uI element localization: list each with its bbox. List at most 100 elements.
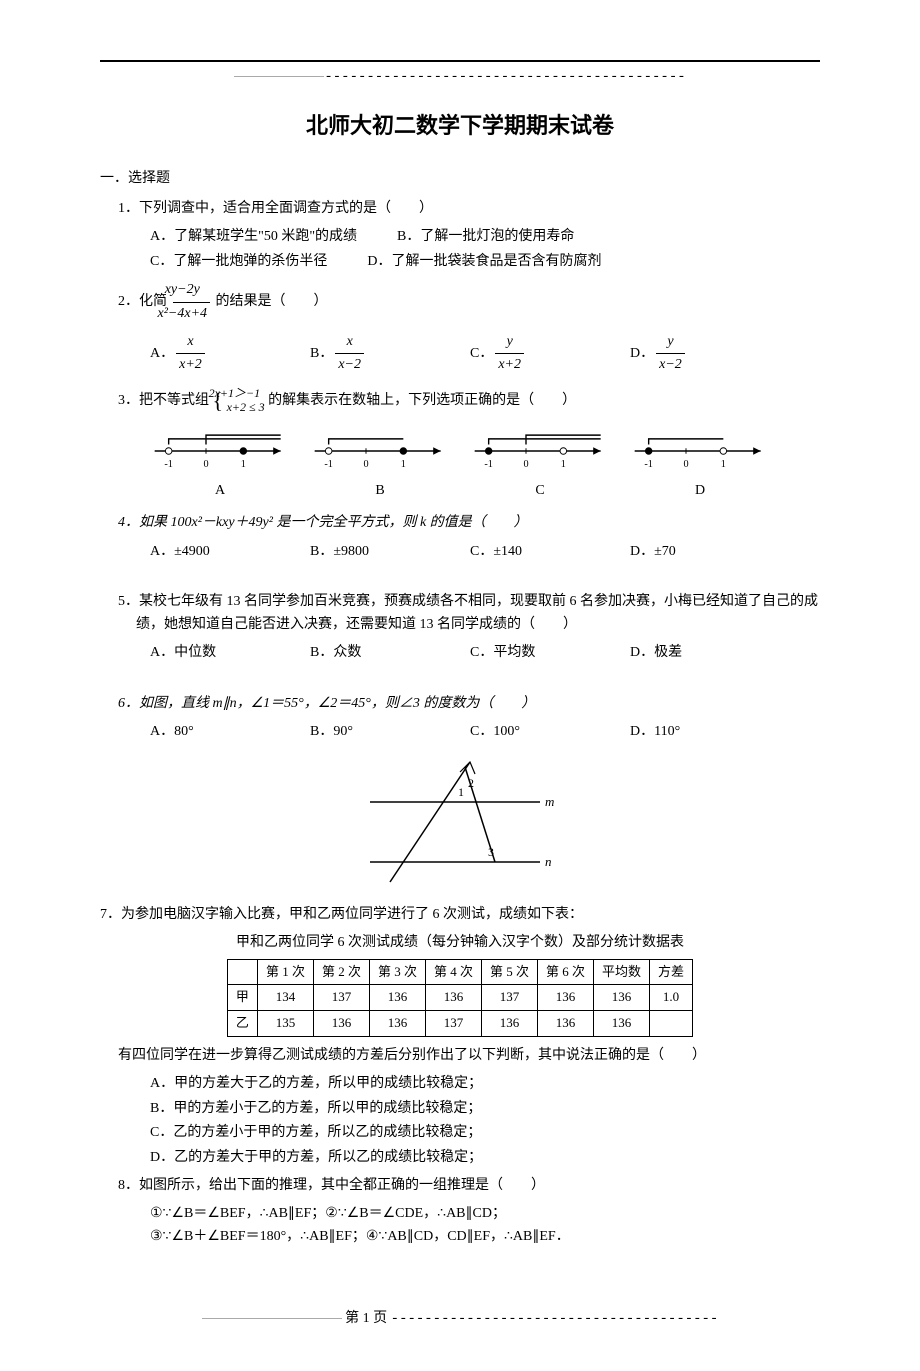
q7-opt-a: A．甲的方差大于乙的方差，所以甲的成绩比较稳定； xyxy=(150,1073,820,1095)
q6-angle2: 2 xyxy=(468,776,474,790)
q6-angle1: 1 xyxy=(458,785,464,799)
svg-text:0: 0 xyxy=(683,459,688,470)
q4-opt-b: B．±9800 xyxy=(310,541,430,563)
q5-options: A．中位数 B．众数 C．平均数 D．极差 xyxy=(150,642,820,664)
q6-stem: 6．如图，直线 m∥n，∠1＝55°，∠2＝45°，则∠3 的度数为（ ） xyxy=(118,693,820,715)
q7-opt-b: B．甲的方差小于乙的方差，所以甲的成绩比较稳定； xyxy=(150,1098,820,1120)
q8-stem: 8．如图所示，给出下面的推理，其中全都正确的一组推理是（ ） xyxy=(118,1175,820,1197)
q5-opt-c: C．平均数 xyxy=(470,642,590,664)
svg-text:-1: -1 xyxy=(164,459,173,470)
q3-label-b: B xyxy=(310,480,450,502)
svg-text:0: 0 xyxy=(523,459,528,470)
table-header xyxy=(227,959,257,985)
q2-opt-a: A．xx+2 xyxy=(150,331,270,377)
q7-stem: 7．为参加电脑汉字输入比赛，甲和乙两位同学进行了 6 次测试，成绩如下表： xyxy=(100,904,820,926)
q2-main-frac: xy−2y x²−4x+4 xyxy=(173,279,211,325)
q3-labels: A B C D xyxy=(140,480,780,502)
footer-dashes: --------------------------------------- xyxy=(391,1311,719,1327)
table-header: 第 2 次 xyxy=(313,959,369,985)
table-header: 第 1 次 xyxy=(257,959,313,985)
q3-stem: 3．把不等式组 { 2x+1＞−1 x+2 ≤ 3 的解集表示在数轴上，下列选项… xyxy=(118,383,820,418)
q1-stem: 1．下列调查中，适合用全面调查方式的是（ ） xyxy=(118,198,820,220)
q2-d-den: x−2 xyxy=(656,354,685,376)
q5-opt-b: B．众数 xyxy=(310,642,430,664)
q7-opt-d: D．乙的方差大于甲的方差，所以乙的成绩比较稳定； xyxy=(150,1147,820,1169)
q3-numberlines: -1 0 1 -1 0 1 -1 0 1 -1 0 1 xyxy=(140,426,780,476)
q2-a-num: x xyxy=(176,331,205,354)
q5-opt-d: D．极差 xyxy=(630,642,750,664)
table-header: 方差 xyxy=(650,959,693,985)
q8-line2: ③∵∠B＋∠BEF＝180°，∴AB∥EF；④∵AB∥CD，CD∥EF，∴AB∥… xyxy=(150,1226,820,1248)
q6-line-n: n xyxy=(545,854,552,869)
q1-opt-b: B．了解一批灯泡的使用寿命 xyxy=(397,226,574,248)
section-header: 一．选择题 xyxy=(100,168,820,190)
table-header: 第 3 次 xyxy=(369,959,425,985)
header-dashes: ----------------------------------------… xyxy=(324,69,685,85)
q6-figure: 1 2 3 m n xyxy=(340,752,580,892)
q3-label-c: C xyxy=(470,480,610,502)
table-row: 甲1341371361361371361361.0 xyxy=(227,985,692,1011)
q4-stem: 4．如果 100x²－kxy＋49y² 是一个完全平方式，则 k 的值是（ ） xyxy=(118,512,820,534)
q3-label-d: D xyxy=(630,480,770,502)
q2-stem: 2．化简 xy−2y x²−4x+4 的结果是（ ） xyxy=(118,279,820,325)
top-dashes-row: ----------------------------------------… xyxy=(100,66,820,88)
svg-text:1: 1 xyxy=(561,459,566,470)
q8-line1: ①∵∠B＝∠BEF，∴AB∥EF；②∵∠B＝∠CDE，∴AB∥CD； xyxy=(150,1203,820,1225)
q3-label-a: A xyxy=(150,480,290,502)
q2-c-num: y xyxy=(495,331,524,354)
q1-opt-a: A．了解某班学生"50 米跑"的成绩 xyxy=(150,226,357,248)
q2-a-den: x+2 xyxy=(176,354,205,376)
q3-post: 的解集表示在数轴上，下列选项正确的是（ ） xyxy=(268,393,576,408)
q2-d-num: y xyxy=(656,331,685,354)
table-header: 第 4 次 xyxy=(425,959,481,985)
q6-opt-c: C．100° xyxy=(470,721,590,743)
q3-system: 2x+1＞−1 x+2 ≤ 3 xyxy=(227,386,265,415)
svg-text:-1: -1 xyxy=(324,459,333,470)
svg-text:-1: -1 xyxy=(644,459,653,470)
q2-b-num: x xyxy=(335,331,364,354)
q1-options-2: C．了解一批炮弹的杀伤半径 D．了解一批袋装食品是否含有防腐剂 xyxy=(150,251,820,273)
top-rule xyxy=(100,60,820,62)
q2-d-pre: D． xyxy=(630,346,654,361)
svg-text:0: 0 xyxy=(363,459,368,470)
svg-text:0: 0 xyxy=(203,459,208,470)
page-footer: 第 1 页 ----------------------------------… xyxy=(100,1308,820,1330)
q4-opt-d: D．±70 xyxy=(630,541,750,563)
svg-text:-1: -1 xyxy=(484,459,493,470)
q4-stem-text: 4．如果 100x²－kxy＋49y² 是一个完全平方式，则 k 的值是（ ） xyxy=(118,515,528,530)
q2-options: A．xx+2 B．xx−2 C．yx+2 D．yx−2 xyxy=(150,331,820,377)
svg-text:1: 1 xyxy=(241,459,246,470)
q7-opt-c: C．乙的方差小于甲的方差，所以乙的成绩比较稳定； xyxy=(150,1122,820,1144)
q4-opt-a: A．±4900 xyxy=(150,541,270,563)
q6-opt-b: B．90° xyxy=(310,721,430,743)
q2-b-pre: B． xyxy=(310,346,333,361)
table-header: 第 6 次 xyxy=(538,959,594,985)
svg-text:1: 1 xyxy=(721,459,726,470)
q1-options: A．了解某班学生"50 米跑"的成绩 B．了解一批灯泡的使用寿命 xyxy=(150,226,820,248)
q5-stem: 5．某校七年级有 13 名同学参加百米竞赛，预赛成绩各不相同，现要取前 6 名参… xyxy=(118,591,820,636)
q2-b-den: x−2 xyxy=(335,354,364,376)
q2-num: xy−2y xyxy=(173,279,211,302)
footer-page: 第 1 页 xyxy=(345,1311,387,1326)
q2-c-den: x+2 xyxy=(495,354,524,376)
q1-opt-d: D．了解一批袋装食品是否含有防腐剂 xyxy=(367,251,601,273)
page-title: 北师大初二数学下学期期末试卷 xyxy=(100,108,820,143)
q6-options: A．80° B．90° C．100° D．110° xyxy=(150,721,820,743)
q6-line-m: m xyxy=(545,794,554,809)
q2-post: 的结果是（ ） xyxy=(216,294,328,309)
svg-text:1: 1 xyxy=(401,459,406,470)
q2-den: x²−4x+4 xyxy=(173,303,211,325)
q6-opt-d: D．110° xyxy=(630,721,750,743)
q7-post: 有四位同学在进一步算得乙测试成绩的方差后分别作出了以下判断，其中说法正确的是（ … xyxy=(118,1045,820,1067)
table-header: 平均数 xyxy=(594,959,650,985)
q7-options: A．甲的方差大于乙的方差，所以甲的成绩比较稳定； B．甲的方差小于乙的方差，所以… xyxy=(150,1073,820,1169)
q4-options: A．±4900 B．±9800 C．±140 D．±70 xyxy=(150,541,820,563)
q2-opt-d: D．yx−2 xyxy=(630,331,750,377)
q4-opt-c: C．±140 xyxy=(470,541,590,563)
q2-opt-b: B．xx−2 xyxy=(310,331,430,377)
q1-opt-c: C．了解一批炮弹的杀伤半径 xyxy=(150,251,327,273)
q7-table: 第 1 次第 2 次第 3 次第 4 次第 5 次第 6 次平均数方差甲1341… xyxy=(227,959,693,1037)
q6-stem-text: 6．如图，直线 m∥n，∠1＝55°，∠2＝45°，则∠3 的度数为（ ） xyxy=(118,696,535,711)
q3-pre: 3．把不等式组 xyxy=(118,393,209,408)
q7-caption: 甲和乙两位同学 6 次测试成绩（每分钟输入汉字个数）及部分统计数据表 xyxy=(100,932,820,954)
